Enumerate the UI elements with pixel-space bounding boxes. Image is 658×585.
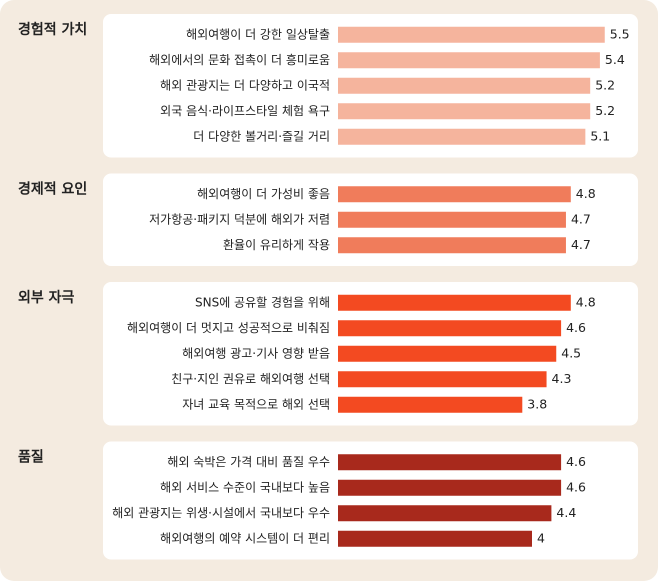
value-label: 4 — [537, 530, 545, 545]
category-label: 해외여행이 더 강한 일상탈출 — [186, 26, 330, 41]
value-label: 4.6 — [566, 479, 586, 494]
bar — [338, 294, 571, 311]
bar — [338, 77, 591, 94]
bar — [338, 186, 571, 203]
category-label: 외국 음식·라이프스타일 체험 욕구 — [160, 104, 330, 118]
category-label: 저가항공·패키지 덕분에 해외가 저렴 — [149, 212, 330, 226]
value-label: 4.5 — [561, 345, 581, 360]
category-label: SNS에 공유할 경험을 위해 — [195, 295, 330, 309]
value-label: 5.1 — [590, 128, 610, 143]
value-label: 5.2 — [595, 77, 615, 92]
bar — [338, 530, 532, 547]
group-panel — [103, 441, 638, 560]
category-label: 친구·지인 권유로 해외여행 선택 — [171, 371, 330, 386]
value-label: 4.3 — [552, 371, 572, 386]
value-label: 5.5 — [610, 26, 630, 41]
bar — [338, 237, 566, 254]
group-label: 외부 자극 — [18, 289, 75, 306]
bar — [338, 454, 562, 471]
category-label: 해외에서의 문화 접촉이 더 흥미로움 — [149, 53, 330, 67]
bar — [338, 505, 552, 522]
bar — [338, 211, 566, 228]
bar — [338, 320, 562, 337]
category-label: 해외 숙박은 가격 대비 품질 우수 — [167, 455, 330, 469]
category-label: 자녀 교육 목적으로 해외 선택 — [182, 397, 330, 411]
value-label: 5.4 — [605, 52, 625, 67]
bar — [338, 128, 586, 145]
value-label: 4.6 — [566, 454, 586, 469]
category-label: 해외 관광지는 위생·시설에서 국내보다 우수 — [112, 506, 330, 520]
category-label: 환율이 유리하게 작용 — [223, 238, 330, 252]
value-label: 4.4 — [556, 505, 576, 520]
value-label: 4.6 — [566, 320, 586, 335]
bar — [338, 26, 605, 43]
bar — [338, 371, 547, 388]
bar — [338, 396, 523, 413]
value-label: 4.8 — [576, 186, 596, 201]
value-label: 4.7 — [571, 237, 591, 252]
value-label: 3.8 — [527, 396, 547, 411]
category-label: 해외여행이 더 가성비 좋음 — [197, 186, 330, 201]
value-label: 4.8 — [576, 294, 596, 309]
bar — [338, 345, 557, 362]
bar — [338, 479, 562, 496]
category-label: 해외 관광지는 더 다양하고 이국적 — [160, 78, 330, 92]
group-label: 품질 — [18, 450, 44, 466]
value-label: 4.7 — [571, 211, 591, 226]
category-label: 해외여행이 더 멋지고 성공적으로 비춰짐 — [127, 320, 330, 335]
category-label: 해외여행 광고·기사 영향 받음 — [182, 345, 330, 360]
category-label: 해외 서비스 수준이 국내보다 높음 — [160, 480, 330, 494]
group-label: 경제적 요인 — [18, 181, 87, 198]
bar — [338, 103, 591, 120]
category-label: 해외여행의 예약 시스템이 더 편리 — [160, 530, 330, 545]
bar — [338, 52, 600, 69]
value-label: 5.2 — [595, 103, 615, 118]
group-label: 경험적 가치 — [18, 21, 87, 38]
category-label: 더 다양한 볼거리·즐길 거리 — [193, 129, 330, 143]
